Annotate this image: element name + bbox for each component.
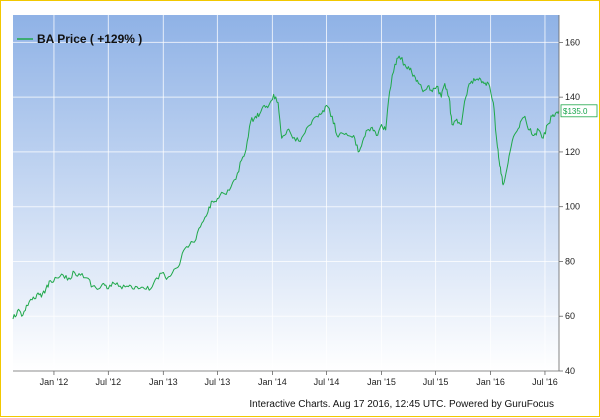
last-value-tag: $135.0 — [560, 104, 598, 118]
y-tick-label: 140 — [565, 92, 580, 102]
x-tick-label: Jul '14 — [314, 377, 340, 387]
x-tick-label: Jul '15 — [423, 377, 449, 387]
x-tick-label: Jul '12 — [95, 377, 121, 387]
y-tick-label: 160 — [565, 37, 580, 47]
x-axis: Jan '12 Jul '12 Jan '13 Jul '13 Jan '14 Jul '… — [13, 370, 559, 387]
x-tick-label: Jan '15 — [367, 377, 396, 387]
y-tick-label: 120 — [565, 147, 580, 157]
x-tick-label: Jan '14 — [258, 377, 287, 387]
x-tick-label: Jan '16 — [476, 377, 505, 387]
y-tick-label: 60 — [565, 311, 575, 321]
y-tick-label: 40 — [565, 366, 575, 376]
last-value-label: $135.0 — [563, 107, 588, 116]
x-tick-label: Jul '16 — [532, 377, 558, 387]
y-tick-label: 80 — [565, 256, 575, 266]
y-axis: 40 60 80 100 120 140 160 — [558, 15, 580, 376]
series-layer — [12, 55, 560, 320]
series-line — [12, 55, 560, 320]
legend-label: BA Price ( +129% ) — [37, 32, 142, 46]
last-value-box — [560, 104, 598, 118]
y-tick-label: 100 — [565, 202, 580, 212]
plot-area — [13, 15, 559, 371]
footer-text: Interactive Charts. Aug 17 2016, 12:45 U… — [249, 399, 554, 410]
legend[interactable]: BA Price ( +129% ) — [17, 32, 142, 46]
grid-lines — [13, 15, 559, 372]
x-tick-label: Jan '12 — [40, 377, 69, 387]
x-tick-label: Jul '13 — [205, 377, 231, 387]
x-tick-label: Jan '13 — [149, 377, 178, 387]
